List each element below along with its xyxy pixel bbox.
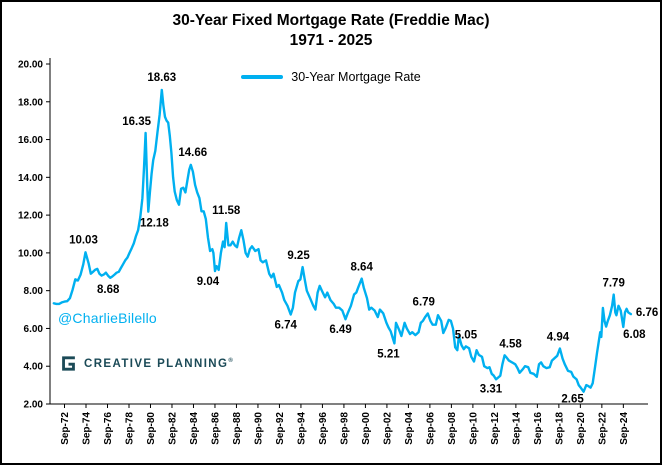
chart-title-line1: 30-Year Fixed Mortgage Rate (Freddie Mac…	[172, 12, 490, 29]
x-tick-label: Sep-86	[210, 412, 221, 445]
y-tick-label: 20.00	[18, 60, 43, 71]
x-tick-label: Sep-88	[232, 412, 243, 445]
data-point-label: 7.79	[602, 278, 624, 290]
data-point-label: 5.05	[455, 329, 478, 341]
x-tick-label: Sep-74	[82, 412, 93, 445]
y-tick-label: 2.00	[24, 400, 44, 411]
registered-mark: ®	[228, 357, 235, 364]
x-tick-label: Sep-00	[361, 412, 372, 445]
data-point-label: 11.58	[212, 205, 241, 217]
data-point-label: 5.21	[377, 348, 400, 360]
y-tick-label: 6.00	[24, 324, 44, 335]
chart-title-line2: 1971 - 2025	[289, 32, 373, 50]
x-tick-label: Sep-76	[103, 412, 114, 445]
data-point-label: 6.49	[329, 324, 351, 336]
x-tick-label: Sep-92	[275, 412, 286, 445]
data-point-label: 12.18	[140, 218, 169, 230]
legend: 30-Year Mortgage Rate	[2, 70, 660, 84]
data-point-label: 10.03	[69, 234, 98, 246]
x-tick-label: Sep-94	[296, 412, 307, 445]
mortgage-rate-line	[52, 88, 633, 393]
x-tick-label: Sep-22	[597, 412, 608, 445]
x-tick-label: Sep-78	[124, 412, 135, 445]
x-tick-label: Sep-90	[253, 412, 264, 445]
x-tick-label: Sep-14	[511, 412, 522, 445]
data-point-label: 6.79	[413, 297, 435, 309]
x-tick-label: Sep-24	[619, 412, 630, 445]
x-tick-label: Sep-02	[382, 412, 393, 445]
creative-planning-logo: CREATIVE PLANNING®	[60, 355, 234, 372]
x-tick-label: Sep-08	[447, 412, 458, 445]
x-tick-label: Sep-20	[576, 412, 587, 445]
data-point-label: 18.63	[147, 72, 176, 84]
y-tick-label: 10.00	[18, 248, 43, 259]
data-point-label: 3.31	[480, 383, 503, 395]
x-tick-label: Sep-06	[425, 412, 436, 445]
data-point-label: 4.58	[499, 338, 522, 350]
y-tick-label: 18.00	[18, 97, 43, 108]
y-tick-label: 8.00	[24, 286, 44, 297]
y-tick-label: 16.00	[18, 135, 43, 146]
legend-label: 30-Year Mortgage Rate	[291, 70, 421, 84]
data-point-label: 9.04	[197, 276, 220, 288]
data-point-label: 14.66	[178, 147, 207, 159]
x-tick-label: Sep-18	[554, 412, 565, 445]
data-point-label: 6.74	[275, 319, 298, 331]
data-point-label: 16.35	[122, 116, 151, 128]
x-tick-label: Sep-82	[167, 412, 178, 445]
x-tick-label: Sep-10	[468, 412, 479, 445]
creative-planning-logo-text: CREATIVE PLANNING®	[84, 357, 235, 370]
data-point-label: 8.64	[350, 262, 373, 274]
y-tick-label: 14.00	[18, 173, 43, 184]
x-tick-label: Sep-16	[533, 412, 544, 445]
y-tick-label: 12.00	[18, 211, 43, 222]
data-point-label: 8.68	[97, 284, 120, 296]
watermark-handle: @CharlieBilello	[58, 310, 157, 326]
data-point-label: 2.65	[561, 394, 584, 406]
x-tick-label: Sep-12	[490, 412, 501, 445]
x-tick-label: Sep-80	[146, 412, 157, 445]
x-tick-label: Sep-98	[339, 412, 350, 445]
data-point-label: 9.25	[287, 250, 310, 262]
x-tick-label: Sep-96	[318, 412, 329, 445]
data-point-label: 4.94	[547, 331, 570, 343]
data-point-label: 6.08	[623, 329, 646, 341]
x-tick-label: Sep-04	[404, 412, 415, 445]
x-tick-label: Sep-72	[60, 412, 71, 445]
y-tick-label: 4.00	[24, 362, 44, 373]
creative-planning-logo-icon	[60, 355, 77, 372]
chart-title: 30-Year Fixed Mortgage Rate (Freddie Mac…	[2, 11, 660, 52]
legend-line-swatch	[241, 75, 284, 79]
x-tick-label: Sep-84	[189, 412, 200, 445]
data-point-label: 6.76	[636, 307, 658, 319]
